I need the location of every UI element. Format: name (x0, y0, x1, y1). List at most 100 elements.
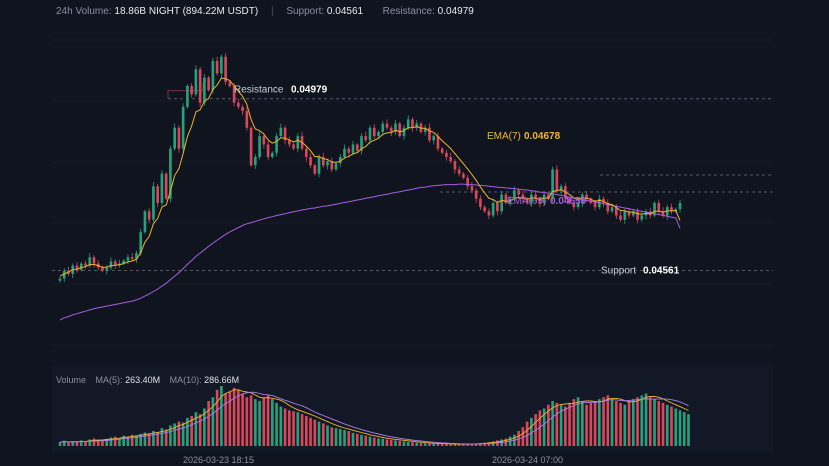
volume-bar (542, 408, 546, 446)
volume-bar (597, 399, 601, 446)
candle-body (462, 173, 465, 178)
candle-body (623, 211, 627, 220)
time-axis-label: 2026-03-23 18:15 (183, 455, 255, 465)
candle-body (385, 123, 389, 128)
volume-bar (215, 389, 219, 446)
candle-body (568, 198, 571, 203)
volume-bar (109, 437, 113, 446)
volume-bar (334, 428, 338, 446)
volume-bar (317, 421, 321, 446)
volume-bar (79, 440, 83, 446)
candle-body (334, 163, 338, 170)
volume-ma10-series (59, 391, 689, 445)
volume-bar (614, 401, 618, 446)
volume-bar (130, 434, 134, 446)
separator: | (270, 6, 274, 17)
candle-body (309, 156, 312, 166)
volume-bar (143, 432, 147, 446)
candle-body (487, 211, 491, 216)
candle-body (496, 202, 499, 212)
volume-bar (449, 444, 453, 446)
volume-bar (258, 401, 261, 446)
candle-body (559, 186, 563, 191)
candle-body (377, 131, 380, 137)
candle-body (661, 211, 665, 216)
volume-bar (351, 432, 355, 446)
volume-bar (657, 401, 661, 446)
volume-bar (139, 433, 143, 446)
volume-bar (338, 429, 342, 446)
volume-bar (211, 397, 215, 446)
candle-body (411, 119, 414, 128)
candle-body (62, 271, 66, 279)
support-value: 0.04561 (326, 6, 364, 17)
volume-bar (678, 410, 682, 446)
volume-bar (160, 428, 164, 446)
volume-bar (88, 439, 92, 446)
candle-body (109, 261, 113, 268)
volume-bar (58, 442, 62, 446)
candle-body (139, 232, 143, 254)
candle-body (551, 169, 554, 199)
candle-body (610, 207, 614, 212)
volume-bar (232, 387, 236, 446)
volume-bar (364, 435, 368, 446)
volume-bar (521, 427, 525, 446)
volume-bar (568, 402, 571, 446)
volume-bar (126, 437, 130, 446)
volume-bar (186, 417, 189, 446)
volume-bar (207, 401, 210, 446)
volume-bar (292, 411, 295, 446)
volume-bar (101, 440, 104, 446)
volume-bar (381, 438, 385, 446)
volume-bar (682, 412, 686, 446)
candle-body (631, 211, 635, 216)
candle-body (351, 144, 355, 153)
ema99-annotation-label: EMA(99) (507, 196, 546, 207)
candle-body (555, 169, 559, 191)
candle-body (636, 211, 639, 220)
ema7-annotation-value: 0.04678 (524, 131, 561, 142)
candle-body (364, 136, 368, 141)
volume-bar (275, 402, 278, 446)
volume-bar (653, 399, 656, 446)
volume-bar (631, 399, 635, 446)
volume-bar (483, 442, 486, 446)
volume-panel[interactable] (52, 366, 773, 452)
candle-body (232, 85, 236, 103)
candle-body (130, 257, 134, 259)
candle-body (160, 173, 164, 203)
candle-body (147, 211, 151, 220)
candle-body (58, 278, 62, 281)
candle-body (88, 257, 92, 266)
volume-bar (62, 440, 66, 446)
candle-body (440, 148, 444, 153)
candle-body (292, 144, 295, 149)
resistance-annotation-value: 0.04979 (291, 85, 328, 96)
candle-body (186, 85, 189, 107)
candle-body (657, 202, 661, 212)
volume-bar (164, 429, 168, 446)
volume-bar (326, 425, 329, 446)
volume-bar (203, 408, 206, 446)
candle-body (321, 156, 325, 166)
volume-bar (555, 402, 559, 446)
volume-bar (113, 436, 117, 446)
volume-bar (640, 395, 644, 446)
volume-bar (156, 431, 159, 446)
volume-bar (330, 427, 334, 446)
volume-bar (279, 406, 283, 446)
candle-body (453, 161, 457, 170)
candle-body (241, 106, 244, 112)
volume-bar (347, 431, 351, 446)
candle-body (415, 123, 419, 128)
volume-bar (474, 443, 478, 446)
candle-body (614, 207, 618, 216)
volume-bar (309, 417, 312, 446)
candle-body (113, 261, 117, 265)
support-annotation-label: Support (601, 265, 636, 276)
volume-legend: Volume MA(5): 263.40M MA(10): 286.66M (56, 375, 246, 385)
candle-body (198, 69, 202, 103)
candle-body (313, 165, 317, 174)
